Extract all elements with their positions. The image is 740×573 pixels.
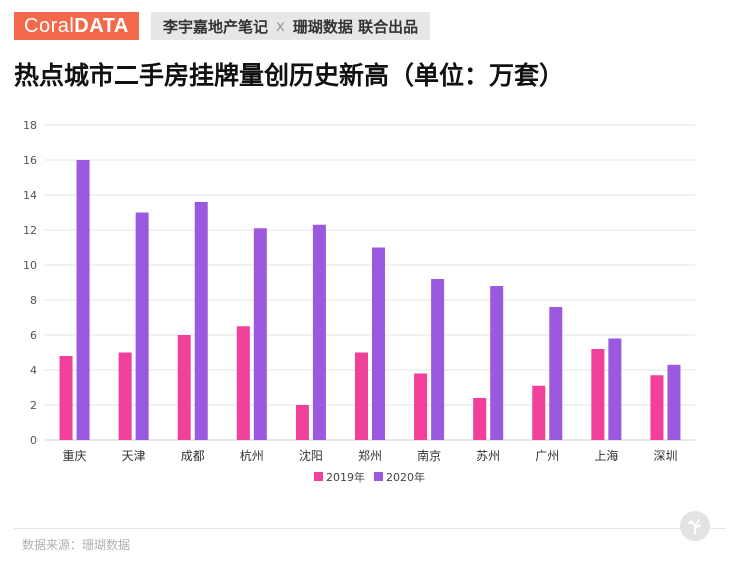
y-tick-label: 10	[23, 259, 37, 272]
bar-2020	[372, 247, 385, 440]
brand-text-data: DATA	[74, 14, 129, 37]
bar-2020	[608, 338, 622, 440]
bar-2019	[295, 405, 309, 440]
y-tick-label: 12	[23, 224, 37, 237]
legend-swatch	[314, 472, 323, 481]
bar-2020	[549, 307, 563, 440]
coop-separator: x	[276, 17, 285, 35]
x-tick-label: 上海	[594, 448, 618, 463]
y-tick-label: 6	[30, 329, 37, 342]
y-tick-label: 14	[23, 189, 37, 202]
bar-2020	[431, 279, 445, 440]
coral-glyph	[688, 519, 701, 535]
x-tick-label: 杭州	[240, 448, 264, 463]
footer-divider	[14, 528, 726, 529]
coop-right-text: 珊瑚数据 联合出品	[292, 17, 419, 36]
bar-2019	[414, 373, 428, 440]
bar-2019	[177, 335, 191, 440]
bar-2020	[490, 286, 504, 440]
chart-title: 热点城市二手房挂牌量创历史新高（单位：万套）	[14, 61, 565, 90]
bar-2019	[473, 398, 487, 440]
brand-text-coral: Coral	[24, 14, 75, 37]
legend-label: 2020年	[386, 470, 425, 484]
y-tick-label: 8	[30, 294, 37, 307]
x-tick-label: 苏州	[476, 449, 500, 463]
bar-2020	[253, 228, 267, 440]
bar-2020	[135, 212, 149, 440]
legend-label: 2019年	[326, 470, 365, 484]
x-tick-label: 天津	[122, 449, 146, 463]
x-tick-label: 成都	[181, 449, 205, 463]
x-tick-label: 沈阳	[299, 448, 323, 463]
bar-2019	[650, 375, 664, 440]
bar-2019	[236, 326, 250, 440]
bar-2020	[194, 202, 208, 440]
bar-2019	[532, 385, 546, 440]
legend-swatch	[374, 472, 383, 481]
x-tick-label: 广州	[535, 449, 559, 463]
cooperation-banner: 李宇嘉地产笔记 x 珊瑚数据 联合出品	[151, 12, 431, 40]
bar-2020	[312, 224, 326, 440]
y-tick-label: 0	[30, 434, 37, 447]
bar-chart: 0 2 4 6 8 10 12 14 16 18 重庆 天津 成都 杭州 沈阳 郑州 南京 苏州 广州 上海 深圳 201…	[23, 119, 695, 484]
y-tick-label: 4	[30, 364, 37, 377]
brand-logo: Coral DATA	[14, 12, 139, 40]
bar-2019	[59, 356, 73, 440]
coral-logo-icon	[680, 511, 710, 541]
x-tick-label: 深圳	[653, 449, 677, 463]
y-tick-label: 16	[23, 154, 37, 167]
x-tick-label: 郑州	[358, 448, 382, 463]
data-source: 数据来源：珊瑚数据	[22, 538, 131, 552]
x-tick-label: 重庆	[63, 449, 87, 463]
y-tick-label: 2	[30, 399, 37, 412]
bar-2020	[667, 364, 681, 440]
bar-2019	[118, 352, 132, 440]
bar-2020	[76, 160, 90, 440]
x-tick-label: 南京	[417, 448, 441, 463]
bar-2019	[355, 352, 368, 440]
y-tick-label: 18	[23, 119, 37, 132]
coop-left-text: 李宇嘉地产笔记	[163, 17, 269, 36]
bar-2019	[591, 349, 605, 440]
